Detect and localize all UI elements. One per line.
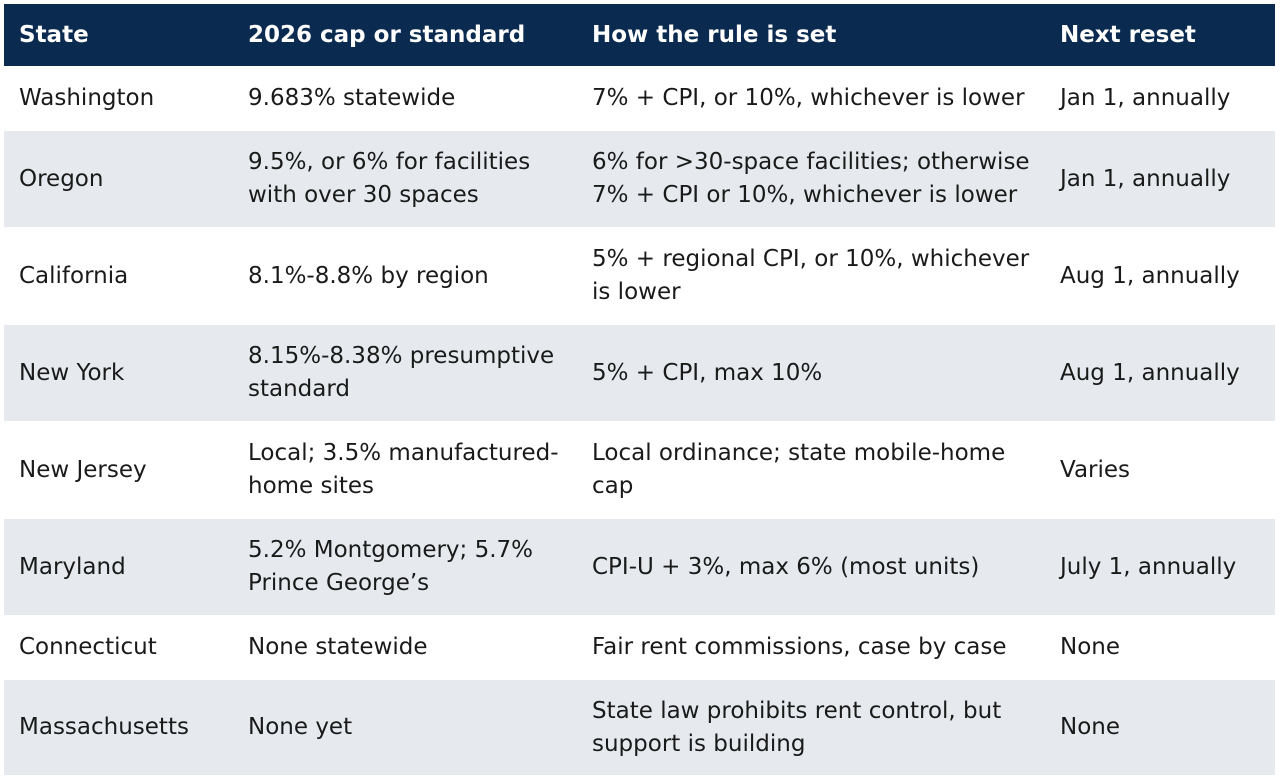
cell-cap: 9.683% statewide [233,66,577,131]
cell-cap: 8.1%-8.8% by region [233,227,577,325]
cell-rule: 6% for >30-space facilities; otherwise 7… [577,130,1045,228]
table-row: New York 8.15%-8.38% presumptive standar… [4,324,1275,422]
table-row: Maryland 5.2% Montgomery; 5.7% Prince Ge… [4,518,1275,616]
table-row: Connecticut None statewide Fair rent com… [4,615,1275,680]
column-header-cap: 2026 cap or standard [233,4,577,67]
cell-cap: 5.2% Montgomery; 5.7% Prince George’s [233,518,577,616]
rent-cap-table: State 2026 cap or standard How the rule … [4,4,1275,775]
cell-reset: None [1045,615,1275,680]
cell-cap: 8.15%-8.38% presumptive standard [233,324,577,422]
cell-cap: 9.5%, or 6% for facilities with over 30 … [233,130,577,228]
cell-state: Massachusetts [4,679,233,775]
table-row: Massachusetts None yet State law prohibi… [4,679,1275,775]
table-row: California 8.1%-8.8% by region 5% + regi… [4,227,1275,325]
cell-rule: State law prohibits rent control, but su… [577,679,1045,775]
table-header-row: State 2026 cap or standard How the rule … [4,4,1275,67]
cell-cap: None statewide [233,615,577,680]
column-header-reset: Next reset [1045,4,1275,67]
cell-reset: Varies [1045,421,1275,519]
cell-state: New Jersey [4,421,233,519]
column-header-state: State [4,4,233,67]
cell-state: Connecticut [4,615,233,680]
cell-rule: CPI-U + 3%, max 6% (most units) [577,518,1045,616]
cell-cap: None yet [233,679,577,775]
cell-state: Maryland [4,518,233,616]
cell-rule: Fair rent commissions, case by case [577,615,1045,680]
cell-reset: Jan 1, annually [1045,66,1275,131]
column-header-rule: How the rule is set [577,4,1045,67]
table-row: New Jersey Local; 3.5% manufactured-home… [4,421,1275,519]
cell-rule: 7% + CPI, or 10%, whichever is lower [577,66,1045,131]
table-row: Washington 9.683% statewide 7% + CPI, or… [4,66,1275,131]
cell-state: Oregon [4,130,233,228]
cell-rule: 5% + CPI, max 10% [577,324,1045,422]
cell-reset: Aug 1, annually [1045,227,1275,325]
cell-state: California [4,227,233,325]
cell-rule: 5% + regional CPI, or 10%, whichever is … [577,227,1045,325]
cell-reset: None [1045,679,1275,775]
cell-reset: Aug 1, annually [1045,324,1275,422]
cell-state: New York [4,324,233,422]
cell-state: Washington [4,66,233,131]
cell-cap: Local; 3.5% manufactured-home sites [233,421,577,519]
cell-reset: Jan 1, annually [1045,130,1275,228]
table-row: Oregon 9.5%, or 6% for facilities with o… [4,130,1275,228]
cell-rule: Local ordinance; state mobile-home cap [577,421,1045,519]
cell-reset: July 1, annually [1045,518,1275,616]
